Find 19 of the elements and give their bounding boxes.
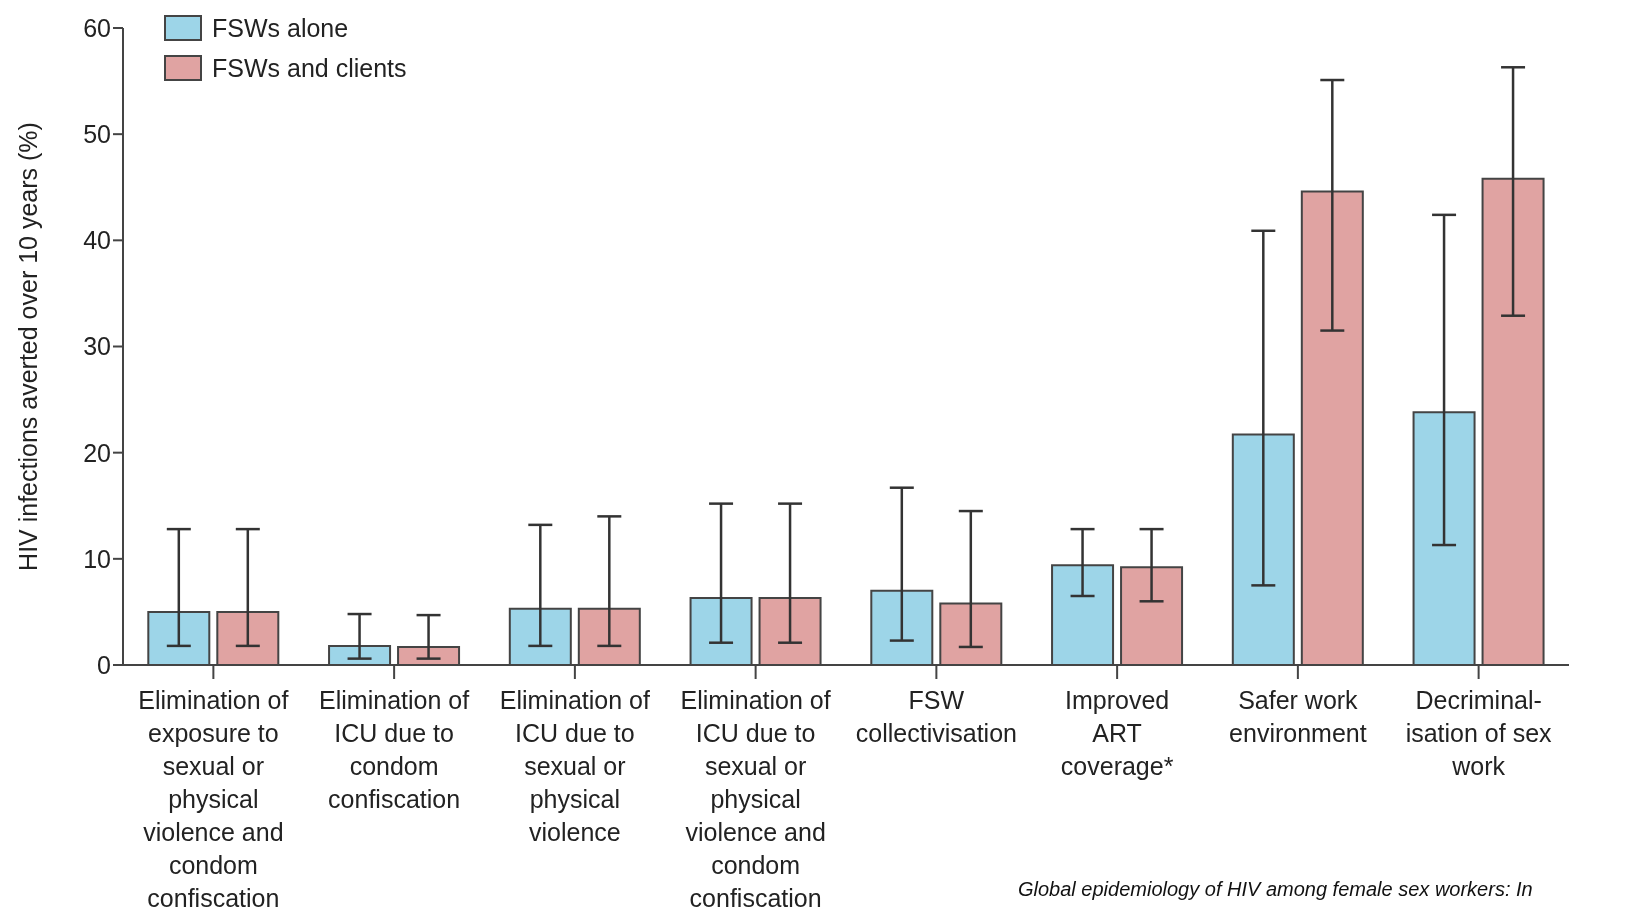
y-tick-label: 50 [83,120,111,149]
text: Global epidemiology of HIV among female sex workers: In [1018,878,1533,901]
y-tick-label: 0 [97,650,111,679]
y-tick-label: 40 [83,226,111,255]
x-tick-label: Improved ART coverage* [1060,686,1174,780]
y-tick-label: 60 [83,13,111,42]
y-axis-title: HIV infections averted over 10 years (%) [13,122,42,571]
legend-label: FSWs and clients [212,53,407,84]
legend-label: FSWs alone [212,13,349,44]
y-tick-label: 30 [83,332,111,361]
x-tick-label: Decriminal-isation of sex work [1405,686,1553,780]
x-tick-label: Elimination of ICU due to sexual or physical violence and condom confiscation [680,686,831,912]
x-tick-label: FSW collectivisation [855,686,1017,747]
x-tick-label: Safer work environment [1229,686,1367,747]
x-tick-label: Elimination of ICU due to sexual or physical violence [499,686,650,846]
x-tick-label: Elimination of exposure to sexual or physical violence and condom confiscation [138,686,289,912]
y-tick-label: 20 [83,438,111,467]
x-tick-label: Elimination of ICU due to condom confiscation [319,686,470,813]
y-tick-label: 10 [83,544,111,573]
